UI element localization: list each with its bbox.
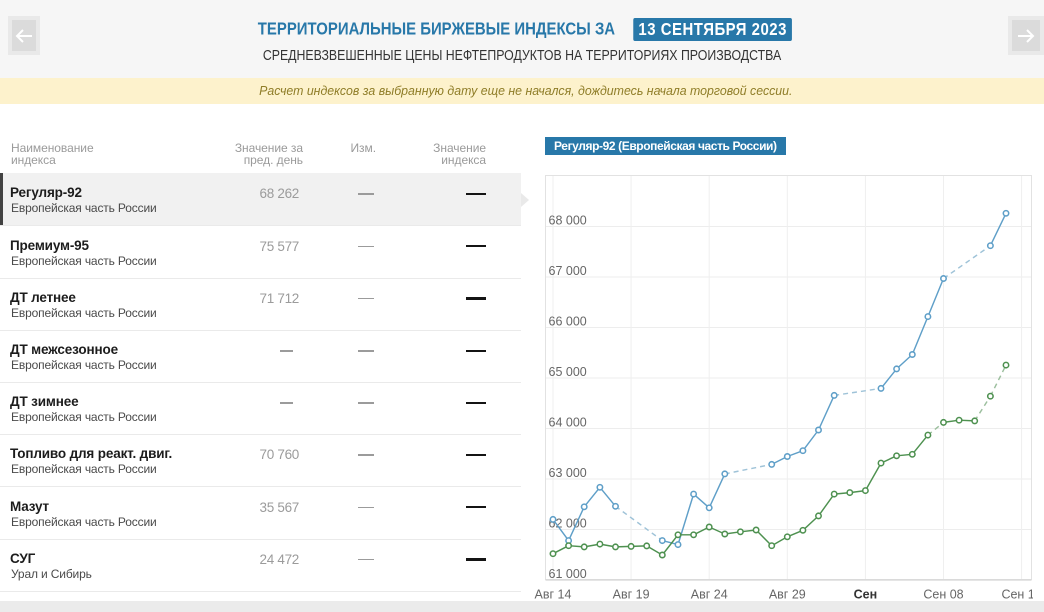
svg-text:Авг 24: Авг 24	[691, 588, 728, 602]
svg-text:Сен 08: Сен 08	[923, 588, 963, 602]
svg-text:67 000: 67 000	[549, 264, 587, 278]
svg-text:Авг 19: Авг 19	[613, 588, 650, 602]
svg-text:66 000: 66 000	[549, 315, 587, 329]
svg-text:68 000: 68 000	[549, 214, 587, 228]
svg-text:Авг 29: Авг 29	[769, 588, 806, 602]
svg-text:Авг 14: Авг 14	[535, 588, 572, 602]
svg-text:65 000: 65 000	[549, 365, 587, 379]
svg-text:63 000: 63 000	[549, 466, 587, 480]
svg-text:64 000: 64 000	[549, 416, 587, 430]
svg-text:Сен: Сен	[854, 588, 878, 602]
svg-text:62 000: 62 000	[549, 517, 587, 531]
svg-text:Сен 13: Сен 13	[1001, 588, 1041, 602]
svg-text:61 000: 61 000	[549, 567, 587, 581]
